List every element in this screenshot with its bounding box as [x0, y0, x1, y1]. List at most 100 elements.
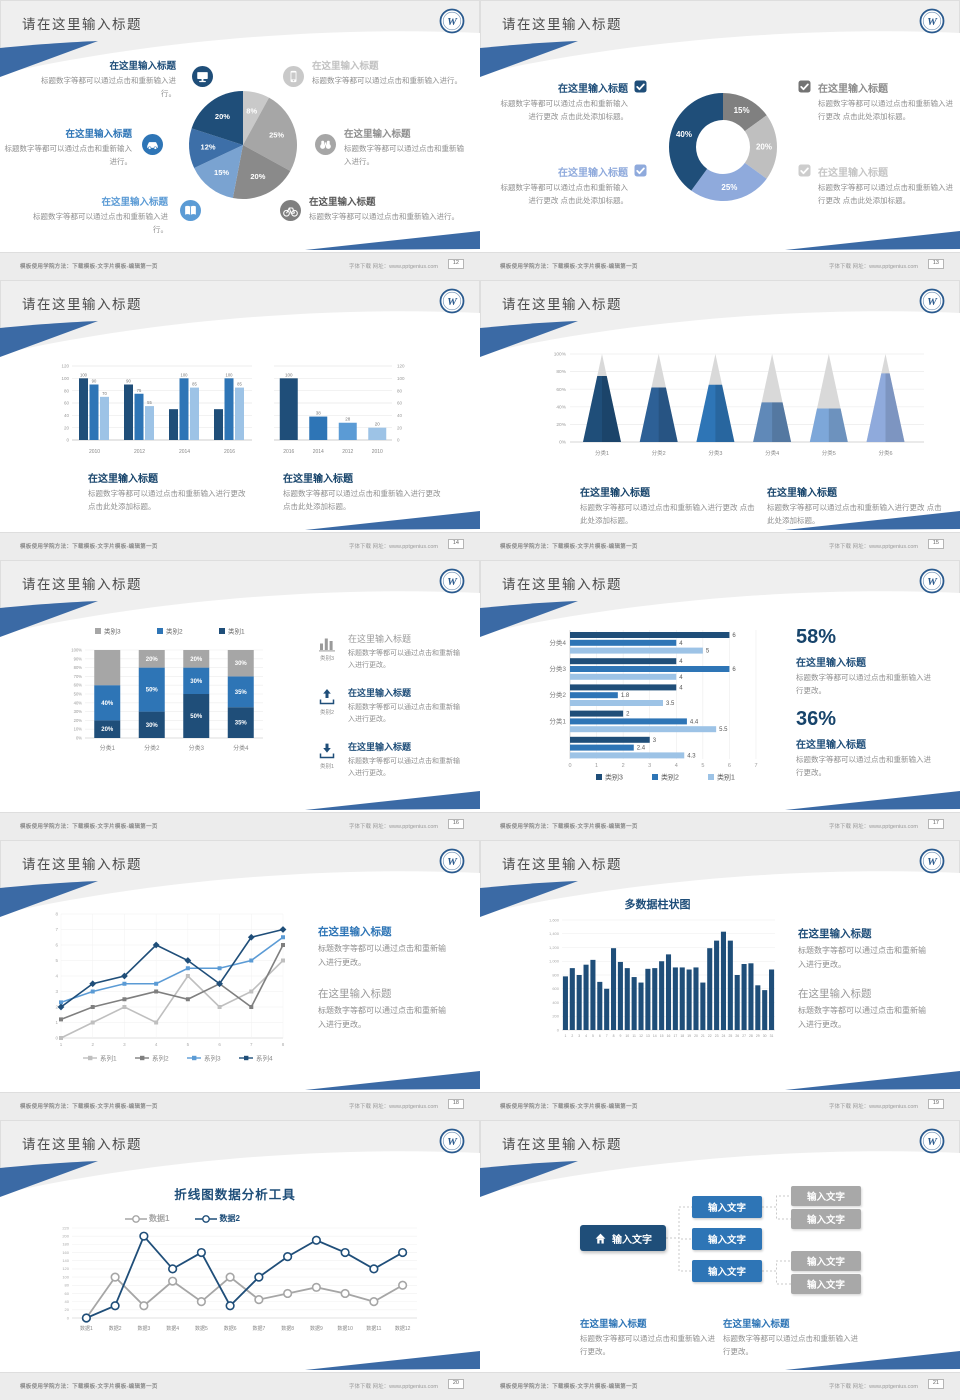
slide-footer: 模板使用学院方法：下载模板-文字片模板-编辑第一页 字体下载 网址：www.pp… [480, 532, 960, 560]
svg-text:11: 11 [632, 1034, 636, 1038]
slide-content: 折线图数据分析工具 数据1 数据2 0 20 40 60 80 100 120 140 160 180 2… [0, 1120, 480, 1400]
slide-background [0, 1151, 480, 1400]
svg-text:30: 30 [763, 1034, 767, 1038]
chart-title: 多数据柱状图 [624, 899, 691, 911]
slide-background [480, 31, 960, 280]
text-block: 在这里输入标题 标题数字等都可以通过点击和重新输入进行更改。 [348, 632, 466, 672]
svg-text:3: 3 [648, 763, 651, 769]
svg-text:15%: 15% [734, 106, 750, 115]
svg-text:1,600: 1,600 [549, 917, 560, 922]
svg-text:90%: 90% [74, 656, 83, 661]
footer-left-text: 模板使用学院方法：下载模板-文字片模板-编辑第一页 [20, 264, 158, 270]
svg-text:3: 3 [653, 738, 657, 744]
icon-label: 类别1 [319, 764, 335, 770]
block-title: 在这里输入标题 [818, 168, 888, 179]
block-body: 标题数字等都可以通过点击和重新输入进行更改。 [318, 1006, 446, 1029]
svg-text:38: 38 [316, 411, 322, 416]
text-block: 在这里输入标题 标题数字等都可以通过点击和重新输入进行更改 点击此处添加标题。 [818, 164, 956, 208]
block-title: 在这里输入标题 [558, 168, 628, 179]
svg-text:7: 7 [754, 763, 757, 769]
svg-text:5: 5 [187, 1042, 190, 1047]
svg-text:90: 90 [126, 379, 131, 384]
slide-background [480, 871, 960, 1120]
school-logo-icon: W [439, 8, 465, 34]
text-block: 在这里输入标题 标题数字等都可以通过点击和重新输入进行更改 点击此处添加标题。 [498, 164, 629, 208]
block-title: 在这里输入标题 [101, 197, 168, 208]
footer-right-text: 字体下载 网址：www.pptgenius.com [349, 544, 438, 550]
footer-right-text: 字体下载 网址：www.pptgenius.com [829, 824, 918, 830]
svg-text:20%: 20% [146, 657, 159, 663]
checkbox-icon [634, 164, 647, 177]
slide-page-14: 请在这里输入标题 W 0 20 40 60 80 100 120 2010 100 90 70 201… [0, 280, 480, 560]
block-body: 标题数字等都可以通过点击和重新输入进行更改。 [348, 758, 460, 777]
svg-text:1: 1 [55, 1020, 58, 1025]
svg-text:分类1: 分类1 [595, 449, 609, 457]
slide-footer: 模板使用学院方法：下载模板-文字片模板-编辑第一页 字体下载 网址：www.pp… [0, 812, 480, 840]
tree-leaf-node: 输入文字 [791, 1251, 861, 1271]
block-body: 标题数字等都可以通过点击和重新输入进行更改 点击此处添加标题。 [283, 489, 441, 511]
slide-title: 请在这里输入标题 [502, 857, 622, 872]
page-number: 15 [927, 539, 944, 549]
text-block: 在这里输入标题 标题数字等都可以通过点击和重新输入进行。 [344, 126, 470, 169]
svg-text:5: 5 [55, 958, 58, 963]
footer-left-text: 模板使用学院方法：下载模板-文字片模板-编辑第一页 [500, 824, 638, 830]
slide-footer: 模板使用学院方法：下载模板-文字片模板-编辑第一页 字体下载 网址：www.pp… [480, 812, 960, 840]
block-body: 标题数字等都可以通过点击和重新输入进行更改 点击此处添加标题。 [88, 489, 246, 511]
svg-text:3: 3 [123, 1042, 126, 1047]
svg-text:4: 4 [679, 675, 683, 681]
slide-title: 请在这里输入标题 [502, 1137, 622, 1152]
svg-text:180: 180 [62, 1242, 69, 1247]
footer-right-text: 字体下载 网址：www.pptgenius.com [829, 1384, 918, 1390]
svg-text:0: 0 [66, 438, 69, 443]
svg-text:40%: 40% [556, 404, 566, 410]
tree-root-node: 输入文字 [580, 1225, 666, 1251]
block-body: 标题数字等都可以通过点击和重新输入进行更改。 [348, 650, 460, 669]
svg-text:5: 5 [706, 649, 710, 655]
slide-title: 请在这里输入标题 [22, 857, 142, 872]
svg-text:40%: 40% [101, 701, 114, 707]
svg-text:0%: 0% [76, 736, 82, 741]
stat-value: 58% [796, 626, 837, 648]
block-body: 标题数字等都可以通过点击和重新输入进行更改。 [318, 944, 446, 967]
svg-text:100: 100 [285, 372, 293, 377]
svg-text:30%: 30% [235, 661, 248, 667]
svg-text:9: 9 [619, 1034, 621, 1038]
svg-text:40: 40 [64, 413, 70, 418]
footer-left-text: 模板使用学院方法：下载模板-文字片模板-编辑第一页 [20, 824, 158, 830]
svg-text:80%: 80% [74, 665, 83, 670]
svg-text:0: 0 [557, 1027, 560, 1032]
svg-text:25%: 25% [721, 183, 737, 192]
block-body: 标题数字等都可以通过点击和重新输入进行更改。 [798, 1006, 926, 1029]
svg-text:120: 120 [62, 1266, 69, 1271]
svg-text:15%: 15% [214, 168, 229, 177]
chart-title: 折线图数据分析工具 [174, 1188, 296, 1202]
block-title: 在这里输入标题 [312, 61, 379, 72]
car-icon [142, 134, 163, 155]
text-block: 在这里输入标题 标题数字等都可以通过点击和重新输入进行。 [28, 194, 168, 237]
svg-text:25: 25 [728, 1034, 732, 1038]
svg-text:2014: 2014 [179, 449, 190, 455]
download-icon [319, 743, 335, 759]
svg-text:30%: 30% [74, 709, 83, 714]
svg-text:90: 90 [92, 379, 97, 384]
block-title: 在这里输入标题 [796, 740, 866, 751]
page-number: 19 [927, 1099, 944, 1109]
tree-leaf-node: 输入文字 [791, 1274, 861, 1294]
svg-text:40: 40 [397, 413, 403, 418]
svg-text:类别2: 类别2 [166, 627, 183, 636]
svg-text:100%: 100% [71, 648, 82, 653]
svg-text:220: 220 [62, 1225, 69, 1230]
slide-content: 0 1 2 3 4 5 6 7 8 1 2 3 4 5 6 7 8 系列1 系列2 系列3 系列4 在这里输入标题 标题数字… [0, 840, 480, 1120]
svg-text:分类2: 分类2 [549, 690, 566, 699]
slide-footer: 模板使用学院方法：下载模板-文字片模板-编辑第一页 字体下载 网址：www.pp… [0, 532, 480, 560]
svg-text:W: W [447, 856, 458, 868]
block-title: 在这里输入标题 [309, 197, 376, 208]
footer-left-text: 模板使用学院方法：下载模板-文字片模板-编辑第一页 [500, 264, 638, 270]
block-title: 在这里输入标题 [558, 84, 628, 95]
svg-text:18: 18 [680, 1034, 684, 1038]
block-body: 标题数字等都可以通过点击和重新输入进行更改 点击此处添加标题。 [818, 99, 953, 121]
text-block: 在这里输入标题 标题数字等都可以通过点击和重新输入进行更改。 [796, 654, 931, 698]
slide-footer: 模板使用学院方法：下载模板-文字片模板-编辑第一页 字体下载 网址：www.pp… [480, 252, 960, 280]
